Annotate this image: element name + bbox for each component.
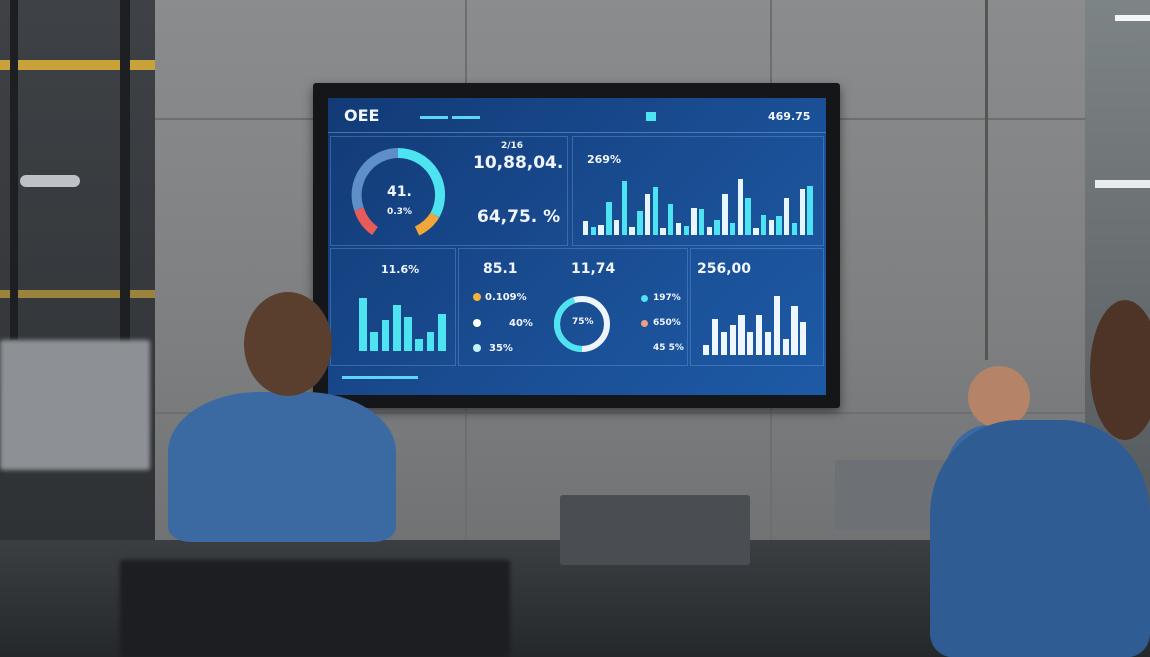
gauge-sub: 0.3%: [387, 207, 412, 217]
chart-bar: [437, 313, 446, 351]
chart-bar: [426, 332, 435, 351]
chart-bar: [791, 305, 798, 355]
chart-bar: [370, 332, 379, 351]
chart-bar: [747, 331, 754, 355]
chart-bar: [660, 228, 666, 235]
chart-bar: [629, 226, 635, 235]
chart-bar: [691, 207, 697, 235]
chart-bar: [637, 211, 643, 235]
header-bar: [420, 116, 448, 119]
chart-bar: [760, 214, 767, 235]
chart-bar: [652, 187, 658, 235]
panel-1-value: 11.6%: [381, 263, 420, 276]
kpi-mid: 64,75. %: [477, 207, 561, 227]
chart-bar: [675, 222, 682, 235]
header-value: 469.75: [768, 110, 811, 123]
chart-bar: [415, 338, 424, 351]
progress-bar: [342, 376, 418, 379]
chart-bar: [776, 215, 782, 235]
chart-bar: [737, 179, 744, 235]
chart-bar: [381, 320, 390, 351]
chart-bar: [703, 345, 710, 355]
donut-chart: [554, 296, 610, 352]
chart-bar: [613, 220, 620, 235]
chart-bar: [791, 222, 798, 235]
chart-label: 269%: [587, 153, 621, 166]
chart-bar: [729, 325, 736, 355]
chart-bar: [683, 226, 689, 235]
chart-bar: [720, 331, 727, 355]
legend-swatch: [646, 112, 656, 121]
chart-bar: [773, 295, 780, 355]
machine: [560, 495, 750, 565]
stat-item: 35%: [489, 343, 513, 354]
chart-bar: [606, 202, 612, 235]
person-seated: [168, 392, 396, 542]
chart-bar: [768, 220, 774, 235]
chart-bar: [800, 322, 807, 355]
oee-dashboard: OEE 469.75 41. 0.3% 2/16 10,88,04. 64,75…: [328, 98, 826, 395]
chart-bar: [745, 197, 751, 235]
chart-bar: [764, 331, 771, 355]
chart-bar: [714, 220, 720, 235]
dashboard-title: OEE: [344, 106, 380, 125]
person-head: [244, 292, 332, 396]
foreground-machine: [120, 560, 510, 657]
panel-4-value: 256,00: [697, 261, 752, 277]
chart-bar: [668, 204, 674, 235]
chart-bar: [699, 209, 705, 235]
chart-bar: [598, 225, 604, 235]
chart-bar: [706, 226, 713, 235]
gauge-value: 41.: [387, 184, 412, 200]
stat-item: 650%: [653, 318, 681, 328]
chart-bar: [359, 298, 367, 351]
chart-bar: [392, 304, 401, 351]
kpi-small: 2/16: [501, 141, 524, 151]
robot-arm: [0, 340, 150, 470]
gauge-panel: 41. 0.3% 2/16 10,88,04. 64,75. %: [330, 136, 568, 246]
panel-4: 256,00: [690, 248, 824, 366]
chart-bar: [782, 338, 789, 355]
chart-bar: [799, 188, 805, 235]
person-head: [1090, 300, 1150, 440]
bar-chart-panel: 269%: [572, 136, 824, 246]
header-bar: [452, 116, 480, 119]
chart-bar: [756, 315, 763, 355]
donut-value: 75%: [572, 317, 594, 327]
panel-3-value: 11,74: [571, 261, 616, 277]
chart-bar: [784, 197, 790, 235]
panel-2-value: 85.1: [483, 261, 518, 277]
chart-bar: [404, 316, 412, 351]
chart-bar: [722, 194, 728, 235]
stat-item: 197%: [653, 293, 681, 303]
chart-bar: [644, 194, 651, 235]
person-head: [968, 366, 1030, 428]
kpi-top: 10,88,04.: [473, 153, 564, 173]
stat-item: 0.109%: [485, 292, 527, 303]
chart-bar: [583, 221, 589, 235]
panel-1: 11.6%: [330, 248, 456, 366]
chart-bar: [711, 318, 718, 355]
person-foreground: [930, 420, 1150, 657]
chart-bar: [729, 222, 736, 235]
stat-item: 40%: [509, 318, 533, 329]
chart-bar: [590, 226, 597, 235]
stat-item: 45 5%: [653, 343, 684, 353]
chart-bar: [753, 228, 759, 235]
oee-gauge: [351, 147, 446, 236]
chart-bar: [621, 180, 628, 235]
panel-2: 85.1 11,74 0.109% 40% 35% 75% 197% 650% …: [458, 248, 688, 366]
chart-bar: [738, 315, 745, 355]
chart-bar: [807, 186, 813, 235]
